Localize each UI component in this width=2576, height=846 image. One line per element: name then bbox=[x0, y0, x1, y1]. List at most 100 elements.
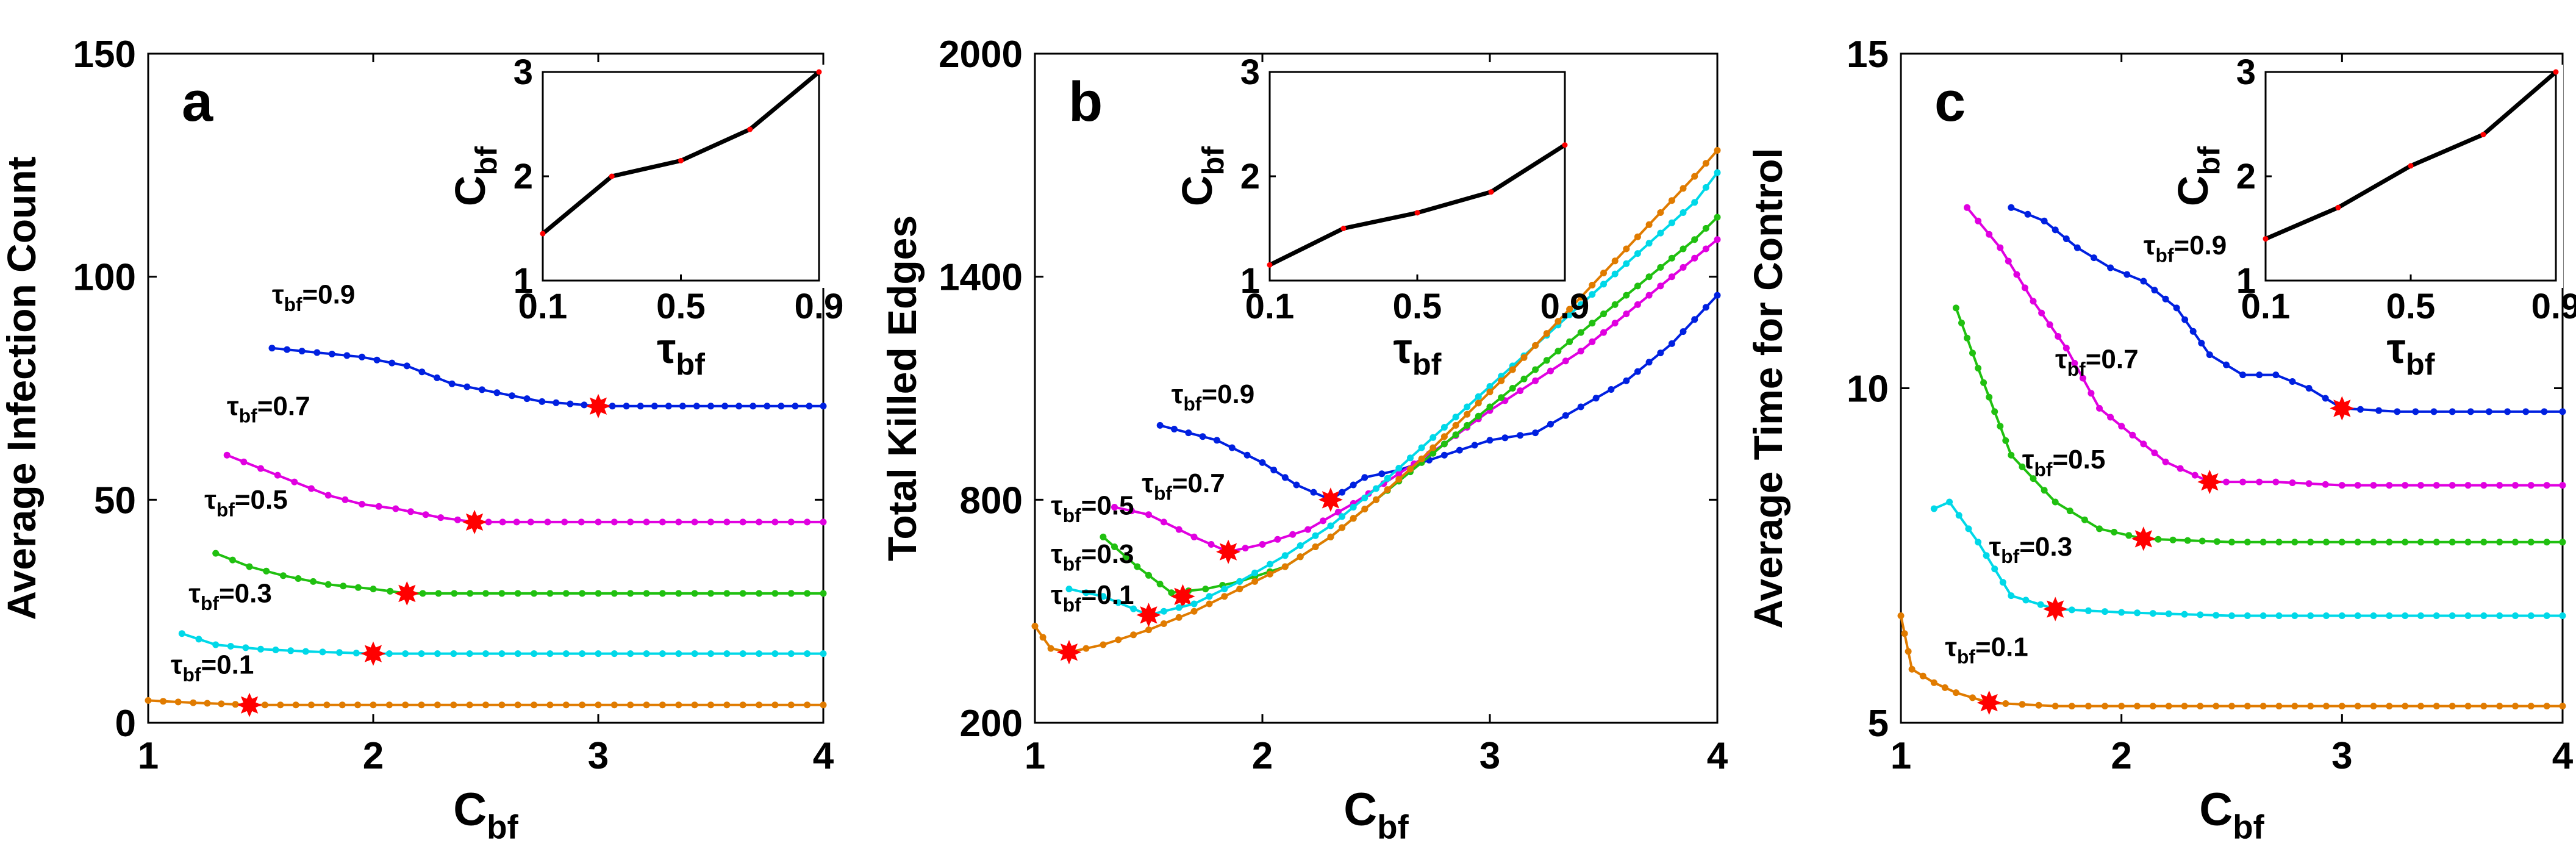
inset-y-label-sub: bf bbox=[469, 146, 504, 176]
data-point bbox=[272, 647, 279, 653]
data-point bbox=[2019, 463, 2026, 470]
series-label: τbf=0.9 bbox=[1172, 379, 1254, 415]
data-point bbox=[2008, 592, 2015, 600]
data-point bbox=[388, 359, 396, 367]
data-point bbox=[1611, 320, 1619, 327]
series-label: τbf=0.9 bbox=[2144, 231, 2227, 266]
series-label-sub: bf bbox=[1063, 504, 1081, 526]
data-point bbox=[2275, 703, 2283, 710]
x-axis-label: Cbf bbox=[1343, 784, 1409, 845]
x-axis-label-main: C bbox=[453, 784, 487, 836]
data-point bbox=[2022, 597, 2030, 604]
data-point bbox=[160, 698, 167, 705]
inset-x-label-sub: bf bbox=[2406, 347, 2435, 382]
inset-y-label: Cbf bbox=[2169, 146, 2227, 206]
data-point bbox=[2338, 482, 2345, 489]
inset-point bbox=[816, 69, 822, 75]
data-point bbox=[227, 643, 234, 650]
data-point bbox=[2081, 516, 2088, 523]
data-point bbox=[1702, 184, 1709, 191]
inset-frame bbox=[542, 71, 820, 282]
data-point bbox=[277, 701, 284, 709]
data-point bbox=[2030, 475, 2037, 482]
data-point bbox=[804, 701, 811, 709]
data-point bbox=[2084, 607, 2092, 614]
data-point bbox=[2149, 610, 2156, 617]
data-point bbox=[1566, 306, 1573, 313]
data-point bbox=[1714, 146, 1721, 154]
data-point bbox=[467, 590, 474, 597]
optimum-marker bbox=[1057, 640, 1081, 665]
data-point bbox=[804, 650, 811, 658]
data-point bbox=[2375, 407, 2383, 414]
data-point bbox=[1312, 532, 1319, 539]
data-point bbox=[2052, 703, 2059, 710]
data-point bbox=[2527, 482, 2535, 489]
data-point bbox=[2123, 271, 2131, 278]
data-point bbox=[2464, 703, 2472, 710]
data-point bbox=[643, 518, 650, 526]
data-point bbox=[2512, 612, 2519, 619]
data-point bbox=[2021, 284, 2028, 292]
data-point bbox=[218, 700, 225, 708]
data-point bbox=[352, 650, 360, 657]
data-point bbox=[2055, 333, 2062, 340]
data-point bbox=[2165, 703, 2172, 710]
data-point bbox=[1714, 213, 1721, 221]
series-label-main: τ bbox=[204, 485, 216, 515]
data-point bbox=[1429, 450, 1437, 457]
data-point bbox=[1952, 689, 1959, 697]
data-point bbox=[527, 518, 534, 526]
inset-y-tick-label: 2 bbox=[2236, 157, 2256, 196]
data-point bbox=[1908, 665, 1916, 673]
inset-y-label-main: C bbox=[446, 176, 494, 207]
x-tick-label: 2 bbox=[2111, 735, 2131, 777]
data-point bbox=[2496, 612, 2503, 619]
data-point bbox=[1532, 366, 1539, 373]
data-point bbox=[2433, 612, 2440, 619]
data-point bbox=[1270, 467, 1278, 474]
data-point bbox=[1657, 229, 1664, 237]
data-point bbox=[1243, 451, 1251, 459]
data-point bbox=[623, 403, 630, 410]
y-axis-label: Average Time for Control bbox=[1745, 148, 1791, 629]
series-tau-0.9: τbf=0.9 bbox=[268, 280, 827, 418]
data-point bbox=[2107, 414, 2114, 421]
series-tau-0.1: τbf=0.1 bbox=[145, 650, 827, 717]
data-point bbox=[1452, 431, 1459, 439]
data-point bbox=[279, 572, 287, 579]
data-point bbox=[1645, 359, 1653, 366]
data-point bbox=[707, 403, 714, 410]
data-point bbox=[2046, 321, 2053, 328]
data-point bbox=[627, 590, 634, 597]
data-point bbox=[1986, 393, 1993, 401]
optimum-marker bbox=[237, 692, 262, 717]
panel-label: c bbox=[1934, 71, 1966, 133]
data-point bbox=[2370, 482, 2377, 489]
data-point bbox=[1547, 420, 1554, 428]
data-point bbox=[422, 511, 429, 518]
data-point bbox=[778, 403, 785, 410]
data-point bbox=[1691, 316, 1698, 323]
series-label-sub: bf bbox=[2034, 458, 2053, 480]
data-point bbox=[2433, 539, 2440, 546]
series-tau-0.3: τbf=0.3 bbox=[1930, 498, 2566, 622]
data-point bbox=[498, 650, 506, 658]
data-point bbox=[764, 403, 771, 410]
data-point bbox=[2107, 264, 2114, 271]
data-point bbox=[1350, 481, 1357, 489]
data-point bbox=[675, 590, 682, 597]
data-point bbox=[2402, 539, 2409, 546]
data-point bbox=[1634, 301, 1641, 308]
y-tick-label: 150 bbox=[73, 34, 136, 76]
data-point bbox=[2323, 612, 2330, 619]
data-point bbox=[1645, 273, 1653, 281]
series-label-main: τ bbox=[2055, 345, 2067, 375]
series-label-main: τ bbox=[227, 391, 239, 421]
data-point bbox=[1297, 542, 1304, 549]
data-point bbox=[313, 349, 321, 356]
inset-point bbox=[609, 173, 615, 179]
inset-point bbox=[1340, 226, 1347, 231]
data-point bbox=[2559, 703, 2566, 710]
data-point bbox=[328, 350, 335, 357]
